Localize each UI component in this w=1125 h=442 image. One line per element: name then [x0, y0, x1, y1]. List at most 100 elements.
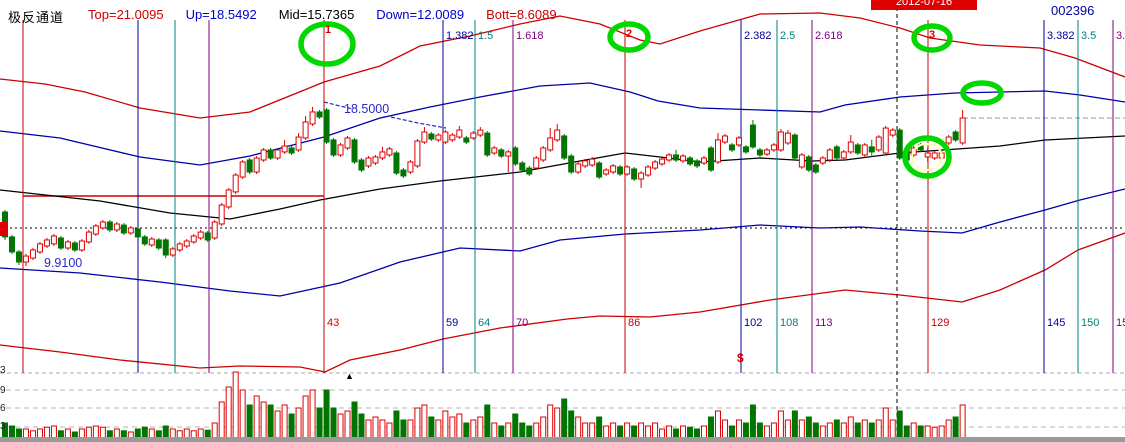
volume-bar	[302, 395, 309, 439]
price-marker-dash	[323, 101, 354, 110]
candle-body	[770, 144, 777, 151]
volume-bar	[763, 425, 770, 439]
volume-bar	[274, 410, 281, 439]
channel-curve-bott	[0, 232, 1125, 373]
volume-bar	[113, 428, 120, 439]
volume-bar	[379, 419, 386, 439]
candle-body	[931, 152, 938, 159]
candle-body	[833, 146, 840, 159]
volume-bar	[589, 422, 596, 439]
candle-body	[393, 152, 400, 174]
candle-body	[50, 235, 57, 245]
candle-body	[463, 137, 470, 143]
volume-bar	[819, 425, 826, 439]
volume-bar	[484, 404, 491, 439]
volume-bar	[365, 419, 372, 439]
volume-bar	[463, 422, 470, 439]
volume-bar	[470, 419, 477, 439]
volume-bar	[659, 428, 666, 439]
candle-body	[106, 221, 113, 231]
volume-bar	[393, 410, 400, 439]
volume-bar	[288, 413, 295, 439]
candle-body	[316, 111, 323, 118]
volume-bar	[638, 422, 645, 439]
volume-bar	[707, 416, 714, 439]
volume-bar	[260, 401, 267, 439]
candle-body	[777, 131, 784, 151]
candle-body	[610, 165, 617, 173]
candle-body	[141, 236, 148, 245]
candle-body	[92, 225, 99, 235]
volume-bar	[624, 422, 631, 439]
candle-body	[735, 137, 742, 146]
candle-body	[854, 144, 861, 154]
green-circle-annotation	[902, 135, 952, 179]
candle-body	[43, 239, 50, 247]
volume-bar	[344, 410, 351, 439]
candle-body	[491, 147, 498, 154]
volume-bar	[267, 404, 274, 439]
volume-bar	[36, 428, 43, 439]
candle-body	[659, 158, 666, 165]
volume-bar	[323, 389, 330, 439]
volume-bar	[861, 419, 868, 439]
candle-body	[85, 231, 92, 243]
volume-bar	[728, 425, 735, 439]
volume-bar	[505, 422, 512, 439]
candle-body	[617, 166, 624, 175]
bottom-strip	[0, 437, 1125, 442]
candle-body	[78, 240, 85, 251]
red-square-marker	[0, 222, 7, 236]
volume-bar	[477, 416, 484, 439]
candle-body	[295, 136, 302, 151]
green-circle-annotation	[911, 23, 953, 53]
volume-bar	[652, 422, 659, 439]
candle-body	[372, 156, 379, 164]
volume-bar	[938, 425, 945, 439]
volume-bar	[673, 428, 680, 439]
volume-bar	[694, 428, 701, 439]
volume-bar	[512, 413, 519, 439]
candle-body	[36, 243, 43, 253]
candle-body	[945, 136, 952, 144]
volume-bar	[155, 430, 162, 439]
candle-body	[29, 249, 36, 259]
candle-body	[568, 155, 575, 173]
volume-bar	[903, 425, 910, 439]
candle-body	[253, 157, 260, 173]
candle-body	[505, 151, 512, 157]
volume-bar	[281, 404, 288, 439]
candle-body	[666, 154, 673, 161]
candle-body	[344, 137, 351, 149]
volume-bar	[784, 419, 791, 439]
volume-bar	[526, 425, 533, 439]
volume-bar	[120, 430, 127, 439]
volume-bar	[232, 371, 239, 439]
candle-body	[784, 132, 791, 144]
candle-body	[701, 157, 707, 164]
candle-body	[64, 241, 71, 249]
volume-bar	[924, 425, 931, 439]
volume-bar	[2, 422, 8, 439]
volume-bar	[169, 428, 176, 439]
volume-bar	[854, 422, 861, 439]
volume-bar	[561, 398, 568, 439]
candle-body	[274, 149, 281, 159]
volume-bar	[805, 416, 812, 439]
volume-bar	[687, 426, 694, 439]
green-circle-annotation	[607, 21, 651, 53]
candle-body	[547, 137, 554, 151]
candle-body	[442, 131, 449, 143]
volume-bar	[582, 422, 589, 439]
candle-body	[176, 243, 183, 251]
candle-body	[728, 144, 735, 151]
volume-bar	[952, 416, 959, 439]
candle-body	[819, 157, 826, 164]
candle-body	[407, 161, 414, 173]
volume-bar	[78, 428, 85, 439]
candle-body	[896, 129, 903, 159]
volume-bar	[756, 422, 763, 439]
volume-bar	[8, 425, 15, 439]
